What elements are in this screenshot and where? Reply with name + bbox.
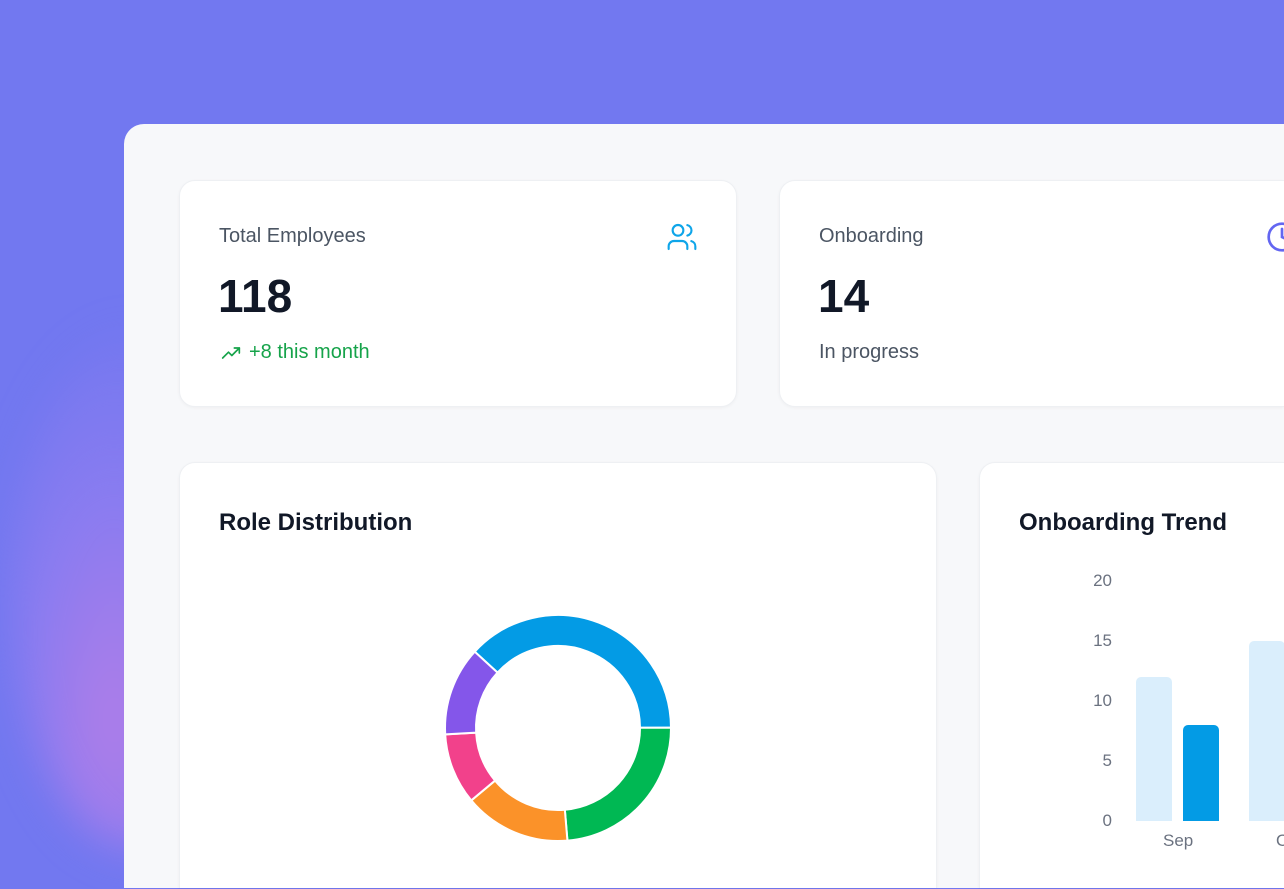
bar[interactable] <box>1136 677 1172 821</box>
y-tick-label: 0 <box>1102 811 1112 830</box>
stat-value: 14 <box>818 270 870 322</box>
users-icon <box>666 221 698 258</box>
chart-title: Role Distribution <box>219 509 413 536</box>
onboarding-trend-card: Onboarding Trend 0 5 10 15 20 Sep Oct <box>979 462 1284 888</box>
donut-slice[interactable] <box>473 614 673 729</box>
bar[interactable] <box>1183 725 1219 821</box>
stat-card-onboarding: Onboarding 14 In progress <box>779 180 1284 407</box>
trending-up-icon <box>221 346 241 359</box>
stat-sub: In progress <box>819 341 920 363</box>
x-tick-label: Oct <box>1276 831 1284 850</box>
x-tick-label: Sep <box>1163 831 1194 850</box>
stat-card-total-employees: Total Employees 118 +8 this month <box>179 180 737 407</box>
bar[interactable] <box>1249 641 1284 821</box>
stat-label: Total Employees <box>219 225 366 247</box>
y-tick-label: 5 <box>1102 751 1112 770</box>
y-tick-label: 15 <box>1093 631 1112 650</box>
dashboard-panel: Total Employees 118 +8 this month Onboar… <box>124 124 1284 888</box>
donut-slice[interactable] <box>444 650 499 736</box>
stat-change-text: +8 this month <box>249 341 370 363</box>
stat-value: 118 <box>218 270 293 322</box>
y-tick-label: 10 <box>1093 691 1112 710</box>
stat-label: Onboarding <box>819 225 924 247</box>
donut-chart <box>444 614 673 842</box>
clock-icon <box>1266 221 1284 258</box>
stat-change: +8 this month <box>219 341 370 364</box>
bar-chart: 0 5 10 15 20 Sep Oct <box>980 463 1284 889</box>
chart-title: Onboarding Trend <box>1019 509 1227 536</box>
donut-slice[interactable] <box>563 726 672 842</box>
role-distribution-card: Role Distribution <box>179 462 937 888</box>
y-tick-label: 20 <box>1093 571 1112 590</box>
